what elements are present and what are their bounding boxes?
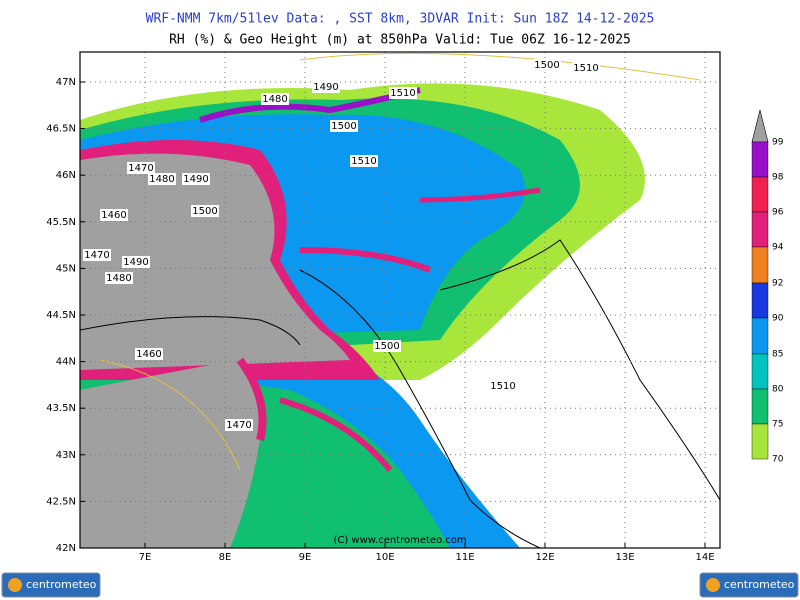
- copyright: (C) www.centrometeo.com: [333, 535, 466, 546]
- contour-label-bg: [122, 256, 150, 268]
- contour-label: 1470: [226, 420, 251, 431]
- colorbar-label: 92: [772, 279, 783, 289]
- contour-label: 1470: [128, 163, 153, 174]
- lat-label: 42N: [56, 543, 76, 554]
- contour-label-bg: [489, 380, 517, 392]
- colorbar-label: 70: [772, 455, 784, 465]
- contour-label: 1460: [101, 210, 126, 221]
- colorbar-band: [751, 353, 769, 390]
- lat-label: 45.5N: [46, 217, 76, 228]
- contour-label: 1500: [331, 121, 356, 132]
- colorbar-label: 75: [772, 420, 783, 430]
- lat-label: 46.5N: [46, 124, 76, 135]
- map-field: [80, 52, 720, 548]
- lat-label: 42.5N: [46, 496, 76, 507]
- colorbar-label: 96: [772, 208, 784, 218]
- contour-label-bg: [135, 348, 163, 360]
- contour-label: 1510: [573, 63, 598, 74]
- lat-label: 45N: [56, 263, 76, 274]
- contour-label: 1490: [123, 257, 148, 268]
- colorbar-band: [751, 423, 769, 460]
- header-line2: RH (%) & Geo Height (m) at 850hPa Valid:…: [169, 33, 631, 48]
- colorbar-band: [751, 388, 769, 425]
- colorbar-band: [751, 246, 769, 284]
- contour-label: 1480: [262, 94, 287, 105]
- logo-text: centrometeo: [724, 578, 795, 591]
- header-line1: WRF-NMM 7km/51lev Data: , SST 8km, 3DVAR…: [146, 12, 655, 27]
- colorbar-label: 99: [772, 138, 784, 148]
- logo-box: [1, 572, 101, 598]
- contour-label: 1500: [374, 341, 399, 352]
- lon-label: 9E: [299, 552, 312, 563]
- contour-label-bg: [148, 173, 176, 185]
- lat-label: 47N: [56, 77, 76, 88]
- contour-label-bg: [105, 272, 133, 284]
- lon-label: 10E: [375, 552, 394, 563]
- colorbar: 99 98 96 94 92 90 85 80 75 70: [751, 109, 784, 465]
- colorbar-band: [751, 282, 769, 319]
- colorbar-band: [751, 317, 769, 355]
- contour-label: 1470: [84, 250, 109, 261]
- logo-text: centrometeo: [26, 578, 97, 591]
- colorbar-band: [751, 141, 769, 178]
- contour-label-bg: [572, 62, 600, 74]
- contour-label: 1490: [183, 174, 208, 185]
- lon-label: 12E: [535, 552, 554, 563]
- lon-label: 8E: [219, 552, 232, 563]
- contour-label-bg: [225, 419, 253, 431]
- lon-label: 7E: [139, 552, 152, 563]
- lat-label: 43.5N: [46, 403, 76, 414]
- contour-label-bg: [100, 209, 128, 221]
- contour-label-bg: [182, 173, 210, 185]
- contour-label-bg: [373, 340, 401, 352]
- contour-label-bg: [533, 59, 561, 71]
- contour-label: 1460: [136, 349, 161, 360]
- contour-label-bg: [127, 162, 155, 174]
- lat-label: 46N: [56, 170, 76, 181]
- contour-label: 1510: [390, 88, 415, 99]
- logo-icon: [8, 578, 22, 592]
- lat-label: 44.5N: [46, 310, 76, 321]
- colorbar-label: 94: [772, 243, 784, 253]
- colorbar-label: 98: [772, 173, 784, 183]
- contour-label: 1510: [490, 381, 515, 392]
- lon-label: 11E: [455, 552, 474, 563]
- axis-labels: 47N 46.5N 46N 45.5N 45N 44.5N 44N 43.5N 43N 42.5N…: [46, 77, 714, 563]
- contour-label: 1500: [534, 60, 559, 71]
- colorbar-label: 80: [772, 385, 784, 395]
- lat-label: 44N: [56, 357, 76, 368]
- contour-label-bg: [312, 81, 340, 93]
- lat-label: 43N: [56, 450, 76, 461]
- contour-label-bg: [261, 93, 289, 105]
- logo-icon: [706, 578, 720, 592]
- contour-label-bg: [330, 120, 358, 132]
- contour-label: 1480: [149, 174, 174, 185]
- contour-label: 1480: [106, 273, 131, 284]
- contour-label: 1510: [351, 156, 376, 167]
- contour-label: 1490: [313, 82, 338, 93]
- colorbar-label: 90: [772, 314, 784, 324]
- colorbar-band: [751, 176, 769, 213]
- contour-label-bg: [191, 205, 219, 217]
- colorbar-top: [751, 109, 769, 143]
- lon-label: 13E: [615, 552, 634, 563]
- colorbar-label: 85: [772, 350, 783, 360]
- contour-label-bg: [350, 155, 378, 167]
- logos: centrometeo centrometeo: [1, 572, 799, 598]
- colorbar-band: [751, 211, 769, 248]
- contour-label: 1500: [192, 206, 217, 217]
- lon-label: 14E: [695, 552, 714, 563]
- contour-label-bg: [389, 87, 417, 99]
- map-frame: [79, 51, 721, 549]
- contour-label-bg: [83, 249, 111, 261]
- logo-box: [699, 572, 799, 598]
